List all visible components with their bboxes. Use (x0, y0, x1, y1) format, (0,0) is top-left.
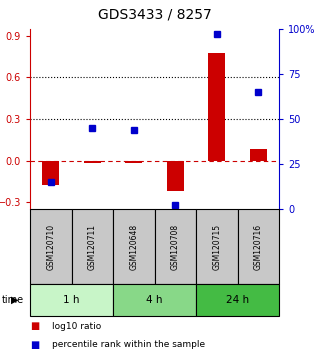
Text: 24 h: 24 h (226, 295, 249, 305)
FancyBboxPatch shape (196, 209, 238, 284)
Bar (250, 149, 266, 160)
FancyBboxPatch shape (30, 209, 72, 284)
Text: 1 h: 1 h (63, 295, 80, 305)
Bar (126, 160, 142, 163)
Text: GSM120711: GSM120711 (88, 223, 97, 269)
FancyBboxPatch shape (113, 209, 154, 284)
Text: percentile rank within the sample: percentile rank within the sample (52, 340, 205, 349)
Text: ■: ■ (30, 321, 39, 331)
Bar (84, 160, 100, 163)
Text: GSM120648: GSM120648 (129, 223, 138, 269)
FancyBboxPatch shape (30, 284, 113, 316)
Bar (208, 52, 225, 160)
Text: GSM120716: GSM120716 (254, 223, 263, 269)
Text: GSM120715: GSM120715 (212, 223, 221, 269)
FancyBboxPatch shape (196, 284, 279, 316)
FancyBboxPatch shape (238, 209, 279, 284)
Bar (42, 160, 59, 185)
Text: ■: ■ (30, 340, 39, 350)
Text: GDS3433 / 8257: GDS3433 / 8257 (98, 8, 211, 22)
FancyBboxPatch shape (113, 284, 196, 316)
Bar (167, 160, 184, 191)
Text: GSM120708: GSM120708 (171, 223, 180, 269)
Text: log10 ratio: log10 ratio (52, 321, 102, 331)
Text: 4 h: 4 h (146, 295, 163, 305)
Text: ▶: ▶ (11, 295, 18, 305)
Text: GSM120710: GSM120710 (46, 223, 55, 269)
FancyBboxPatch shape (72, 209, 113, 284)
Text: time: time (2, 295, 24, 305)
FancyBboxPatch shape (154, 209, 196, 284)
